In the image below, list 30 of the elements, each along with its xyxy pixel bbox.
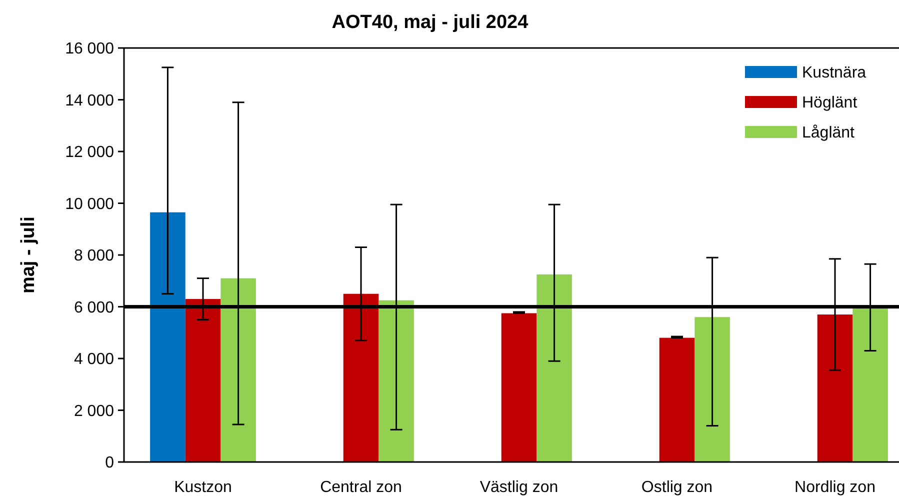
y-tick-label: 8 000 <box>74 248 114 265</box>
x-tick-label: Västlig zon <box>480 479 558 496</box>
bar <box>694 317 730 462</box>
y-tick-label: 0 <box>105 454 114 472</box>
bar <box>852 308 888 462</box>
legend-label: Låglänt <box>802 124 856 142</box>
y-tick-label: 14 000 <box>65 92 114 110</box>
chart-title: AOT40, maj - juli 2024 <box>332 12 529 33</box>
y-tick-label: 4 000 <box>74 351 114 368</box>
y-tick-label: 12 000 <box>65 144 114 162</box>
bar <box>378 300 414 462</box>
x-tick-label: Ostlig zon <box>641 479 713 496</box>
bar <box>343 294 379 462</box>
x-tick-label: Central zon <box>320 479 402 496</box>
y-axis-title: maj - juli <box>18 216 39 294</box>
y-tick-label: 10 000 <box>65 196 114 213</box>
legend-label: Kustnära <box>802 64 866 82</box>
x-tick-label: Kustzon <box>174 479 232 496</box>
y-tick-label: 2 000 <box>74 402 114 420</box>
bar <box>220 278 256 462</box>
x-tick-label: Nordlig zon <box>794 479 876 496</box>
bar <box>501 313 537 462</box>
bar <box>659 338 695 462</box>
legend-label: Höglänt <box>802 94 858 112</box>
bar <box>185 298 221 462</box>
bar <box>536 274 572 462</box>
y-tick-label: 6 000 <box>74 299 114 316</box>
bar <box>817 314 853 462</box>
bar <box>150 212 186 462</box>
y-tick-label: 16 000 <box>65 40 114 58</box>
